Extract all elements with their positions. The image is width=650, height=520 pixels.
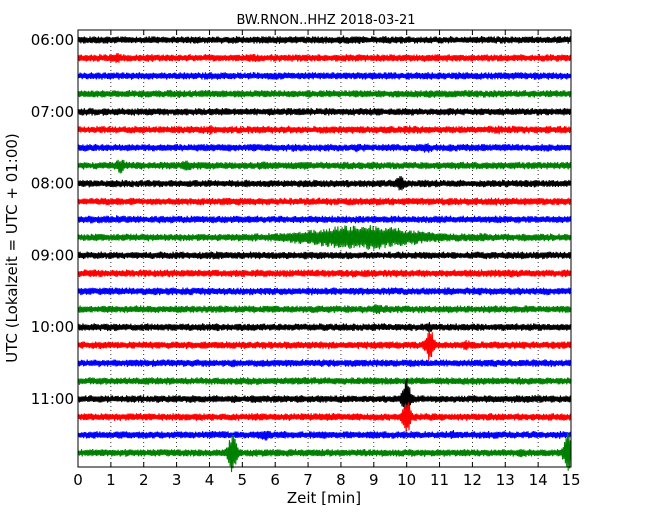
x-tick-label: 1: [106, 471, 116, 489]
trace-1030: [77, 359, 572, 368]
y-tick-label: 06:00: [31, 31, 74, 49]
x-tick-label: 12: [463, 471, 482, 489]
y-tick-label: 08:00: [31, 175, 74, 193]
x-tick-label: 8: [336, 471, 346, 489]
trace-0800: [77, 176, 572, 191]
trace-1130: [77, 429, 572, 441]
trace-1100: [77, 378, 572, 419]
x-tick-label: 11: [430, 471, 449, 489]
trace-1115: [77, 402, 572, 434]
y-tick-label: 10:00: [31, 318, 74, 336]
y-axis-label: UTC (Lokalzeit = UTC + 01:00): [3, 133, 21, 363]
trace-0700: [77, 107, 572, 116]
y-tick-label: 09:00: [31, 246, 74, 264]
trace-0845: [77, 225, 572, 251]
trace-0830: [77, 215, 572, 224]
trace-0730: [77, 143, 572, 153]
trace-0615: [77, 52, 572, 64]
y-tick-label: 11:00: [31, 390, 74, 408]
x-tick-label: 4: [205, 471, 215, 489]
chart-title: BW.RNON..HHZ 2018-03-21: [236, 13, 415, 28]
trace-0745: [77, 159, 572, 174]
trace-0915: [77, 269, 572, 278]
trace-1045: [77, 376, 572, 385]
traces: [77, 35, 572, 473]
trace-0945: [77, 304, 572, 315]
trace-0815: [77, 197, 572, 206]
trace-0630: [77, 71, 572, 80]
x-tick-label: 3: [172, 471, 182, 489]
plot-frame: [77, 29, 572, 468]
trace-0900: [77, 251, 572, 260]
trace-1000: [77, 321, 572, 333]
x-tick-label: 5: [238, 471, 248, 489]
x-tick-label: 9: [369, 471, 379, 489]
x-axis-label: Zeit [min]: [287, 489, 361, 507]
grid: [110, 30, 539, 467]
trace-1015: [77, 330, 572, 361]
trace-0600: [77, 35, 572, 45]
y-tick-label: 07:00: [31, 103, 74, 121]
x-axis: 0 1 2 3 4 5 6 7 8 9 10 11 12 13 14 15: [73, 30, 581, 489]
trace-0930: [77, 287, 572, 296]
trace-0645: [77, 89, 572, 98]
trace-1145: [77, 432, 572, 473]
trace-0715: [77, 125, 572, 135]
x-tick-label: 10: [397, 471, 416, 489]
x-tick-label: 13: [496, 471, 515, 489]
x-tick-label: 2: [139, 471, 149, 489]
x-tick-label: 6: [270, 471, 280, 489]
y-axis: 06:00 07:00 08:00 09:00 10:00 11:00: [31, 31, 571, 408]
x-tick-label: 15: [561, 471, 580, 489]
x-tick-label: 0: [73, 471, 83, 489]
x-tick-label: 14: [529, 471, 548, 489]
x-tick-label: 7: [303, 471, 313, 489]
